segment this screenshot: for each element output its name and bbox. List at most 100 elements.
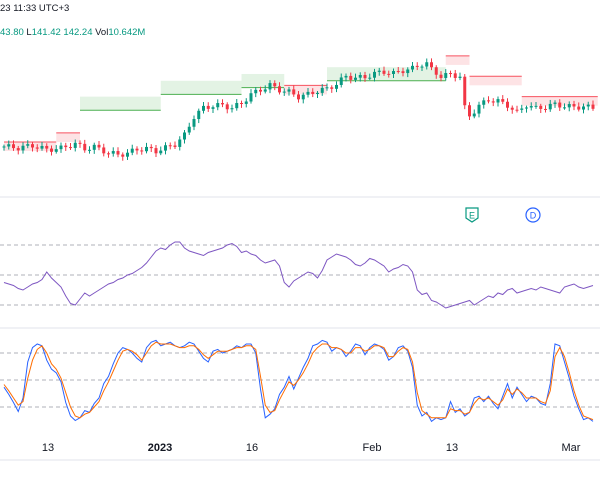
candle-body [50,148,53,152]
candle-body [282,91,286,93]
candle-body [401,71,405,74]
close-value: 142.24 [63,27,93,38]
candle-body [477,104,481,114]
candle-body [292,89,296,95]
candle-body [183,132,186,140]
stop-band [445,55,470,65]
time-axis-tick: Feb [363,442,382,454]
candle-body [78,142,82,144]
candle-body [335,84,338,89]
dividend-icon [525,207,541,223]
candle-body [344,75,348,78]
stop-band [160,80,242,95]
candle-body [2,146,6,148]
time-text: 23 11:33 UTC+3 [0,3,70,14]
candle-body [88,149,91,151]
candle-body [221,103,224,105]
candle-body [126,152,129,157]
candle-body [159,150,163,154]
candle-body [487,100,490,102]
candle-body [154,148,158,154]
candle-body [164,145,167,151]
stop-band [241,73,285,88]
candle-body [107,153,110,155]
candle-body [558,102,562,108]
candle-body [268,83,272,90]
vol-value: 10.642M [108,27,146,38]
candle-body [149,146,153,149]
stop-band [469,76,522,86]
candle-body [21,145,25,151]
candle-body [377,70,381,72]
candle-body [411,65,414,70]
candle-body [534,105,538,107]
candle-body [301,94,305,100]
candle-body [187,126,191,133]
candle-body [520,108,524,110]
candle-body [230,108,234,110]
candle-body [249,93,253,102]
candle-body [449,73,452,75]
candle-body [320,87,324,93]
low-value: 141.42 [31,27,61,38]
candle-body [368,77,372,79]
candle-body [178,139,182,147]
candle-body [406,69,410,74]
candle-body [563,107,566,109]
candle-body [468,105,471,117]
candle-body [121,154,125,157]
candle-body [586,104,590,107]
candle-body [92,144,96,150]
candle-body [392,71,395,74]
stoch-k-line [3,339,594,423]
time-axis-tick: Mar [562,442,581,454]
candle-body [225,104,229,110]
candle-body [430,62,433,68]
candle-body [16,148,20,151]
candle-body [206,105,210,109]
dividend-icon-label: D [530,211,537,221]
open-value-partial: 43.80 [0,27,24,38]
candle-body [425,62,429,67]
candle-body [287,89,291,92]
candle-body [501,99,505,102]
candle-body [45,145,49,149]
stop-band [56,132,80,142]
candle-body [216,103,220,108]
candle-body [453,73,457,78]
candle-body [273,83,277,87]
candle-body [311,91,315,94]
candle-body [325,87,329,89]
candle-body [69,147,72,149]
candle-body [102,147,106,154]
candle-body [59,145,63,150]
candle-body [83,143,87,151]
candle-body [572,104,576,107]
candle-body [173,145,177,147]
candle-body [116,151,120,155]
candle-body [7,144,11,147]
candle-body [135,148,139,151]
candle-body [211,107,215,109]
candle-body [73,142,77,148]
time-axis-tick: 16 [246,442,258,454]
rsi-line [3,241,594,309]
candle-body [567,104,571,108]
candle-body [254,89,258,94]
candle-body [130,148,134,153]
time-axis-tick: 2023 [148,442,172,454]
time-axis-tick: 13 [42,442,54,454]
candle-body [40,145,44,149]
candle-body [339,77,343,85]
earnings-icon-label: E [469,211,475,221]
stop-band [80,96,161,111]
time-axis-tick: 13 [446,442,458,454]
candle-body [510,107,514,110]
candle-body [35,147,39,149]
stop-band [284,85,327,95]
vol-label: Vol [95,27,109,38]
candle-body [235,102,239,109]
candle-body [31,144,34,148]
candle-body [472,113,476,117]
